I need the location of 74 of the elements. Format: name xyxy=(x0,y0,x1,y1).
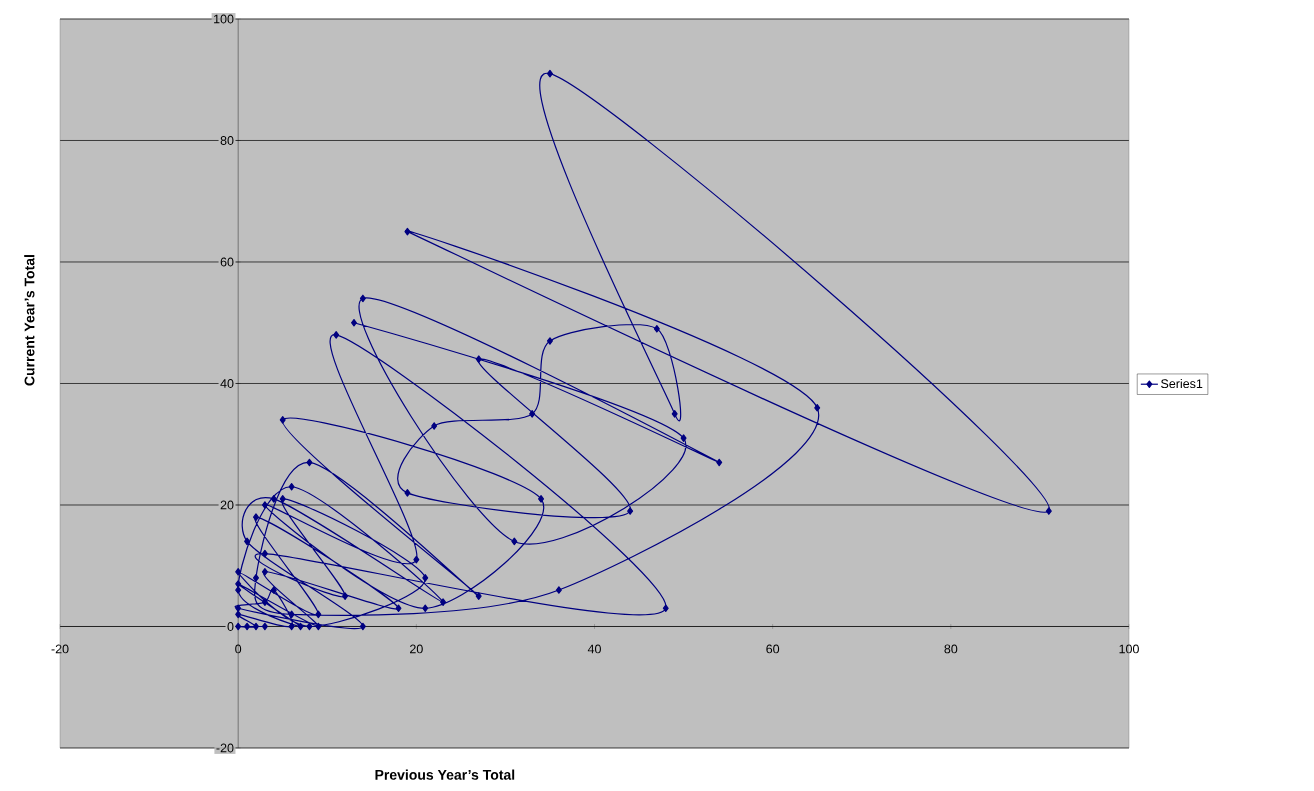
point xyxy=(252,622,259,631)
x-tick-label: 80 xyxy=(944,644,958,654)
y-tick-label: 80 xyxy=(220,136,234,145)
point xyxy=(680,434,687,442)
point xyxy=(306,622,313,631)
point xyxy=(359,622,366,631)
point xyxy=(359,294,366,303)
point xyxy=(235,586,242,594)
x-tick-label: 0 xyxy=(235,644,242,654)
point xyxy=(235,622,242,631)
y-tick-label: 100 xyxy=(214,14,234,24)
point xyxy=(261,501,268,509)
point xyxy=(244,537,251,546)
point xyxy=(270,495,277,503)
y-tick-label: 60 xyxy=(220,257,234,267)
point xyxy=(315,610,322,619)
point xyxy=(538,495,545,503)
point xyxy=(395,604,402,613)
point xyxy=(475,592,482,600)
point xyxy=(315,622,322,631)
x-axis-title: Previous Year’s Total xyxy=(375,769,515,780)
point xyxy=(235,568,242,576)
y-tick-label: 20 xyxy=(220,500,234,510)
point xyxy=(1045,507,1052,515)
point xyxy=(261,598,268,606)
point xyxy=(546,337,553,345)
point xyxy=(261,568,268,576)
point xyxy=(270,586,277,594)
point xyxy=(814,403,821,412)
x-tick-label: 100 xyxy=(1119,644,1139,654)
x-tick-label: 20 xyxy=(410,644,423,654)
point xyxy=(413,555,420,564)
point xyxy=(252,513,259,521)
point xyxy=(555,586,562,594)
point xyxy=(440,598,447,606)
point xyxy=(404,489,411,497)
point xyxy=(297,622,304,631)
point xyxy=(529,410,536,418)
point xyxy=(235,580,242,588)
point xyxy=(475,355,482,363)
point xyxy=(279,416,286,424)
legend-label: Series1 xyxy=(1161,378,1203,389)
point xyxy=(546,69,553,78)
point xyxy=(333,331,340,339)
point xyxy=(261,622,268,631)
point xyxy=(261,549,268,558)
point xyxy=(342,592,349,600)
x-tick-label: 60 xyxy=(766,644,780,654)
point xyxy=(279,495,286,503)
point xyxy=(431,422,438,430)
x-tick-label: 40 xyxy=(587,644,601,654)
y-tick-label: -20 xyxy=(216,743,234,753)
point xyxy=(288,482,295,491)
y-axis-title: Current Year’s Total xyxy=(24,255,35,386)
point xyxy=(350,318,357,327)
point xyxy=(653,325,660,333)
point xyxy=(244,622,251,631)
point xyxy=(288,610,295,619)
point xyxy=(235,604,242,613)
point xyxy=(716,458,723,467)
point xyxy=(252,574,259,582)
point xyxy=(662,604,669,613)
x-tick-label: -20 xyxy=(51,644,69,654)
point xyxy=(422,574,429,582)
point xyxy=(404,227,411,236)
point xyxy=(288,622,295,631)
y-tick-label: 40 xyxy=(220,379,234,388)
y-tick-label: 0 xyxy=(227,622,234,631)
point xyxy=(235,610,242,619)
point xyxy=(306,458,313,467)
point xyxy=(671,410,678,418)
point xyxy=(511,537,518,546)
point xyxy=(422,604,429,613)
point xyxy=(627,507,634,515)
